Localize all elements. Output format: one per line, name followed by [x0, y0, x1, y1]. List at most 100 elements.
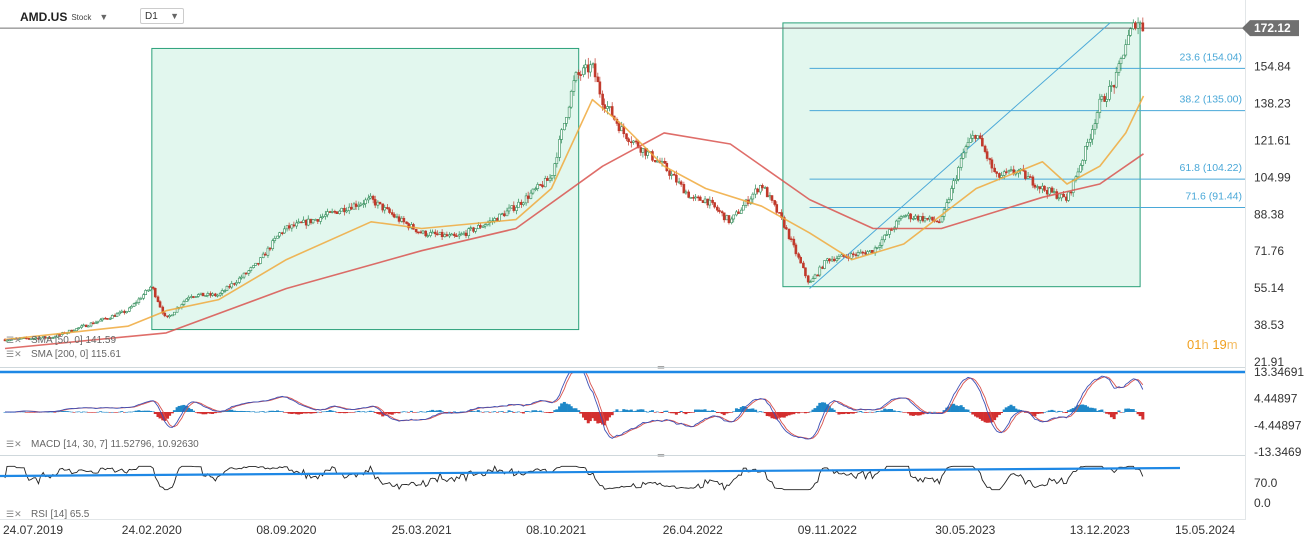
candle-body: [971, 135, 975, 139]
candle-body: [1062, 193, 1065, 198]
candle-body: [596, 76, 600, 83]
macd-histogram-bar: [478, 411, 482, 413]
y-tick-label: 71.76: [1254, 244, 1284, 258]
candle-body: [295, 222, 298, 227]
macd-histogram-bar: [84, 411, 88, 413]
macd-legend: MACD [14, 30, 7] 11.52796, 10.92630: [31, 439, 199, 450]
candle-body: [981, 138, 984, 147]
macd-histogram-bar: [194, 412, 198, 413]
macd-histogram-bar: [813, 408, 817, 412]
macd-histogram-bar: [65, 411, 69, 412]
candle-body: [101, 317, 104, 321]
macd-histogram-bar: [62, 411, 66, 412]
candle-body: [474, 228, 477, 232]
candle-body: [572, 80, 576, 92]
macd-histogram-bar: [273, 411, 277, 412]
macd-tick-label: -13.3469: [1254, 445, 1302, 459]
candle-body: [957, 167, 960, 180]
x-tick-label: 13.12.2023: [1070, 523, 1130, 537]
macd-histogram-bar: [935, 412, 939, 413]
macd-histogram-bar: [450, 412, 454, 413]
macd-histogram-bar: [548, 412, 552, 414]
macd-histogram-bar: [232, 410, 236, 412]
candle-body: [115, 313, 119, 317]
macd-histogram-bar: [295, 412, 299, 415]
macd-histogram-bar: [706, 410, 710, 412]
macd-histogram-bar: [118, 411, 122, 413]
fib-level-label: 23.6 (154.04): [1180, 51, 1242, 63]
candle-body: [190, 296, 193, 298]
timeframe-select[interactable]: D1 ▼: [140, 8, 184, 24]
candle-body: [469, 227, 473, 230]
macd-histogram-bar: [225, 410, 229, 412]
candle-body: [806, 275, 810, 283]
sma50-line: [4, 95, 1145, 341]
candle-body: [558, 139, 561, 158]
candle-body: [1060, 193, 1063, 199]
candle-body: [1098, 98, 1102, 113]
candle-body: [457, 234, 461, 237]
candle-body: [1045, 190, 1049, 195]
macd-histogram-bar: [428, 410, 432, 412]
macd-histogram-bar: [1109, 412, 1113, 418]
macd-histogram-bar: [799, 412, 803, 413]
macd-histogram-bar: [213, 412, 217, 414]
rsi-level-line: [0, 466, 1181, 478]
macd-histogram-bar: [29, 412, 33, 413]
candle-body: [926, 218, 930, 220]
macd-histogram-bar: [562, 401, 566, 412]
candle-body: [730, 218, 733, 224]
macd-histogram-bar: [330, 410, 334, 412]
candle-body: [235, 282, 238, 285]
macd-histogram-bar: [1122, 411, 1126, 413]
macd-histogram-bar: [1023, 412, 1027, 413]
candle-body: [569, 91, 573, 108]
macd-histogram-bar: [760, 411, 764, 413]
macd-histogram-bar: [378, 412, 382, 415]
y-tick-label: 138.23: [1254, 96, 1291, 110]
candle-body: [1007, 170, 1011, 173]
macd-histogram-bar: [385, 412, 389, 414]
candle-body: [1141, 22, 1145, 32]
macd-histogram-bar: [290, 412, 294, 414]
x-tick-label: 30.05.2023: [935, 523, 995, 537]
candle-body: [534, 188, 537, 190]
macd-line: [5, 371, 1144, 440]
macd-histogram-bar: [323, 411, 327, 413]
macd-histogram-bar: [505, 411, 509, 413]
macd-histogram-bar: [67, 411, 71, 413]
macd-histogram-bar: [849, 412, 853, 414]
candle-body: [711, 199, 714, 203]
macd-histogram-bar: [668, 412, 672, 413]
symbol-selector[interactable]: AMD.US Stock ▼: [20, 8, 108, 26]
chevron-down-icon[interactable]: ▼: [99, 12, 109, 22]
macd-histogram-bar: [371, 411, 375, 412]
macd-histogram-bar: [679, 410, 683, 412]
macd-histogram-bar: [335, 412, 339, 413]
candle-body: [694, 196, 697, 199]
x-tick-label: 08.10.2021: [526, 523, 586, 537]
macd-histogram-bar: [959, 405, 963, 412]
candle-body: [875, 246, 879, 249]
macd-histogram-bar: [646, 411, 650, 413]
candle-body: [43, 336, 47, 339]
candle-body: [737, 211, 740, 214]
candle-body: [314, 219, 318, 221]
candle-body: [364, 199, 367, 205]
macd-histogram-bar: [79, 411, 83, 413]
candle-body: [185, 298, 188, 302]
macd-histogram-bar: [486, 411, 490, 413]
candle-body: [223, 290, 227, 292]
macd-histogram-bar: [101, 411, 105, 413]
candle-body: [816, 274, 820, 277]
macd-histogram-bar: [653, 412, 657, 413]
candle-body: [1117, 63, 1121, 73]
macd-histogram-bar: [209, 412, 213, 414]
candle-body: [132, 303, 136, 307]
macd-histogram-bar: [1042, 411, 1046, 413]
macd-histogram-bar: [803, 412, 807, 414]
macd-histogram-bar: [558, 406, 562, 412]
macd-histogram-bar: [1074, 406, 1078, 412]
x-tick-label: 15.05.2024: [1175, 523, 1235, 537]
